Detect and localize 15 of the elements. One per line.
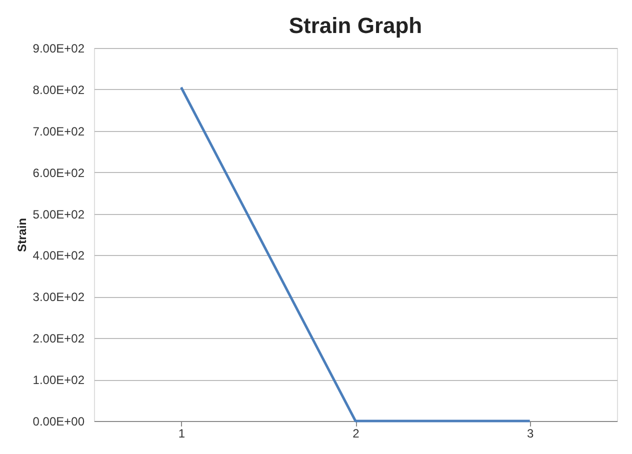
x-tick-label: 1 [178, 426, 186, 440]
y-tick-label: 0.00E+00 [32, 414, 85, 428]
y-tick-label: 1.00E+02 [32, 373, 85, 388]
x-tick-label: 2 [352, 426, 360, 440]
y-tick-label: 2.00E+02 [32, 332, 85, 346]
x-tick-label: 3 [526, 426, 534, 440]
y-tick-label: 9.00E+02 [32, 42, 85, 56]
y-tick-label: 5.00E+02 [32, 207, 85, 222]
chart-title: Strain Graph [288, 13, 422, 38]
y-tick-label: 3.00E+02 [32, 290, 85, 304]
y-tick-label: 6.00E+02 [32, 166, 85, 180]
y-tick-label: 4.00E+02 [32, 248, 85, 263]
y-tick-label: 7.00E+02 [32, 124, 85, 138]
y-tick-label: 8.00E+02 [32, 82, 85, 97]
y-axis-title: Strain [14, 218, 29, 252]
